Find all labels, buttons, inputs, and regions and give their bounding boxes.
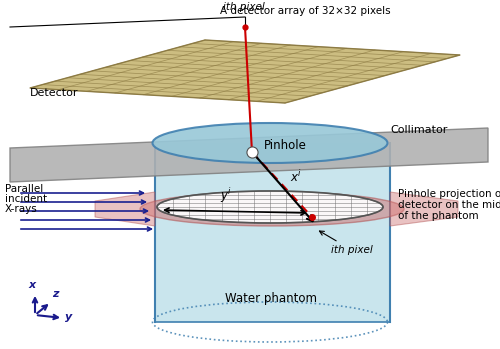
FancyBboxPatch shape [155,143,390,322]
Text: Parallel: Parallel [5,184,44,194]
Text: ith pixel: ith pixel [223,2,265,12]
Polygon shape [390,192,458,226]
Text: Pinhole: Pinhole [264,139,307,152]
Text: Pinhole projection of: Pinhole projection of [398,189,500,199]
Text: z: z [52,289,59,299]
Text: of the phantom: of the phantom [398,211,478,221]
Ellipse shape [157,191,383,223]
Text: A detector array of 32×32 pixels: A detector array of 32×32 pixels [220,6,390,16]
Polygon shape [95,192,155,226]
Text: $y^i$: $y^i$ [220,186,232,205]
Ellipse shape [152,123,388,163]
Text: y: y [65,312,72,322]
Text: X-rays: X-rays [5,204,38,214]
Ellipse shape [140,192,404,226]
Text: $x^i$: $x^i$ [290,169,302,185]
Text: x: x [28,280,35,290]
Text: Collimator: Collimator [390,125,448,135]
Text: detector on the midplane: detector on the midplane [398,200,500,210]
Text: incident: incident [5,194,47,204]
Text: ith pixel: ith pixel [320,231,373,255]
Text: Water phantom: Water phantom [225,292,317,305]
Polygon shape [30,40,460,103]
Polygon shape [10,128,488,182]
Text: Detector: Detector [30,88,78,98]
